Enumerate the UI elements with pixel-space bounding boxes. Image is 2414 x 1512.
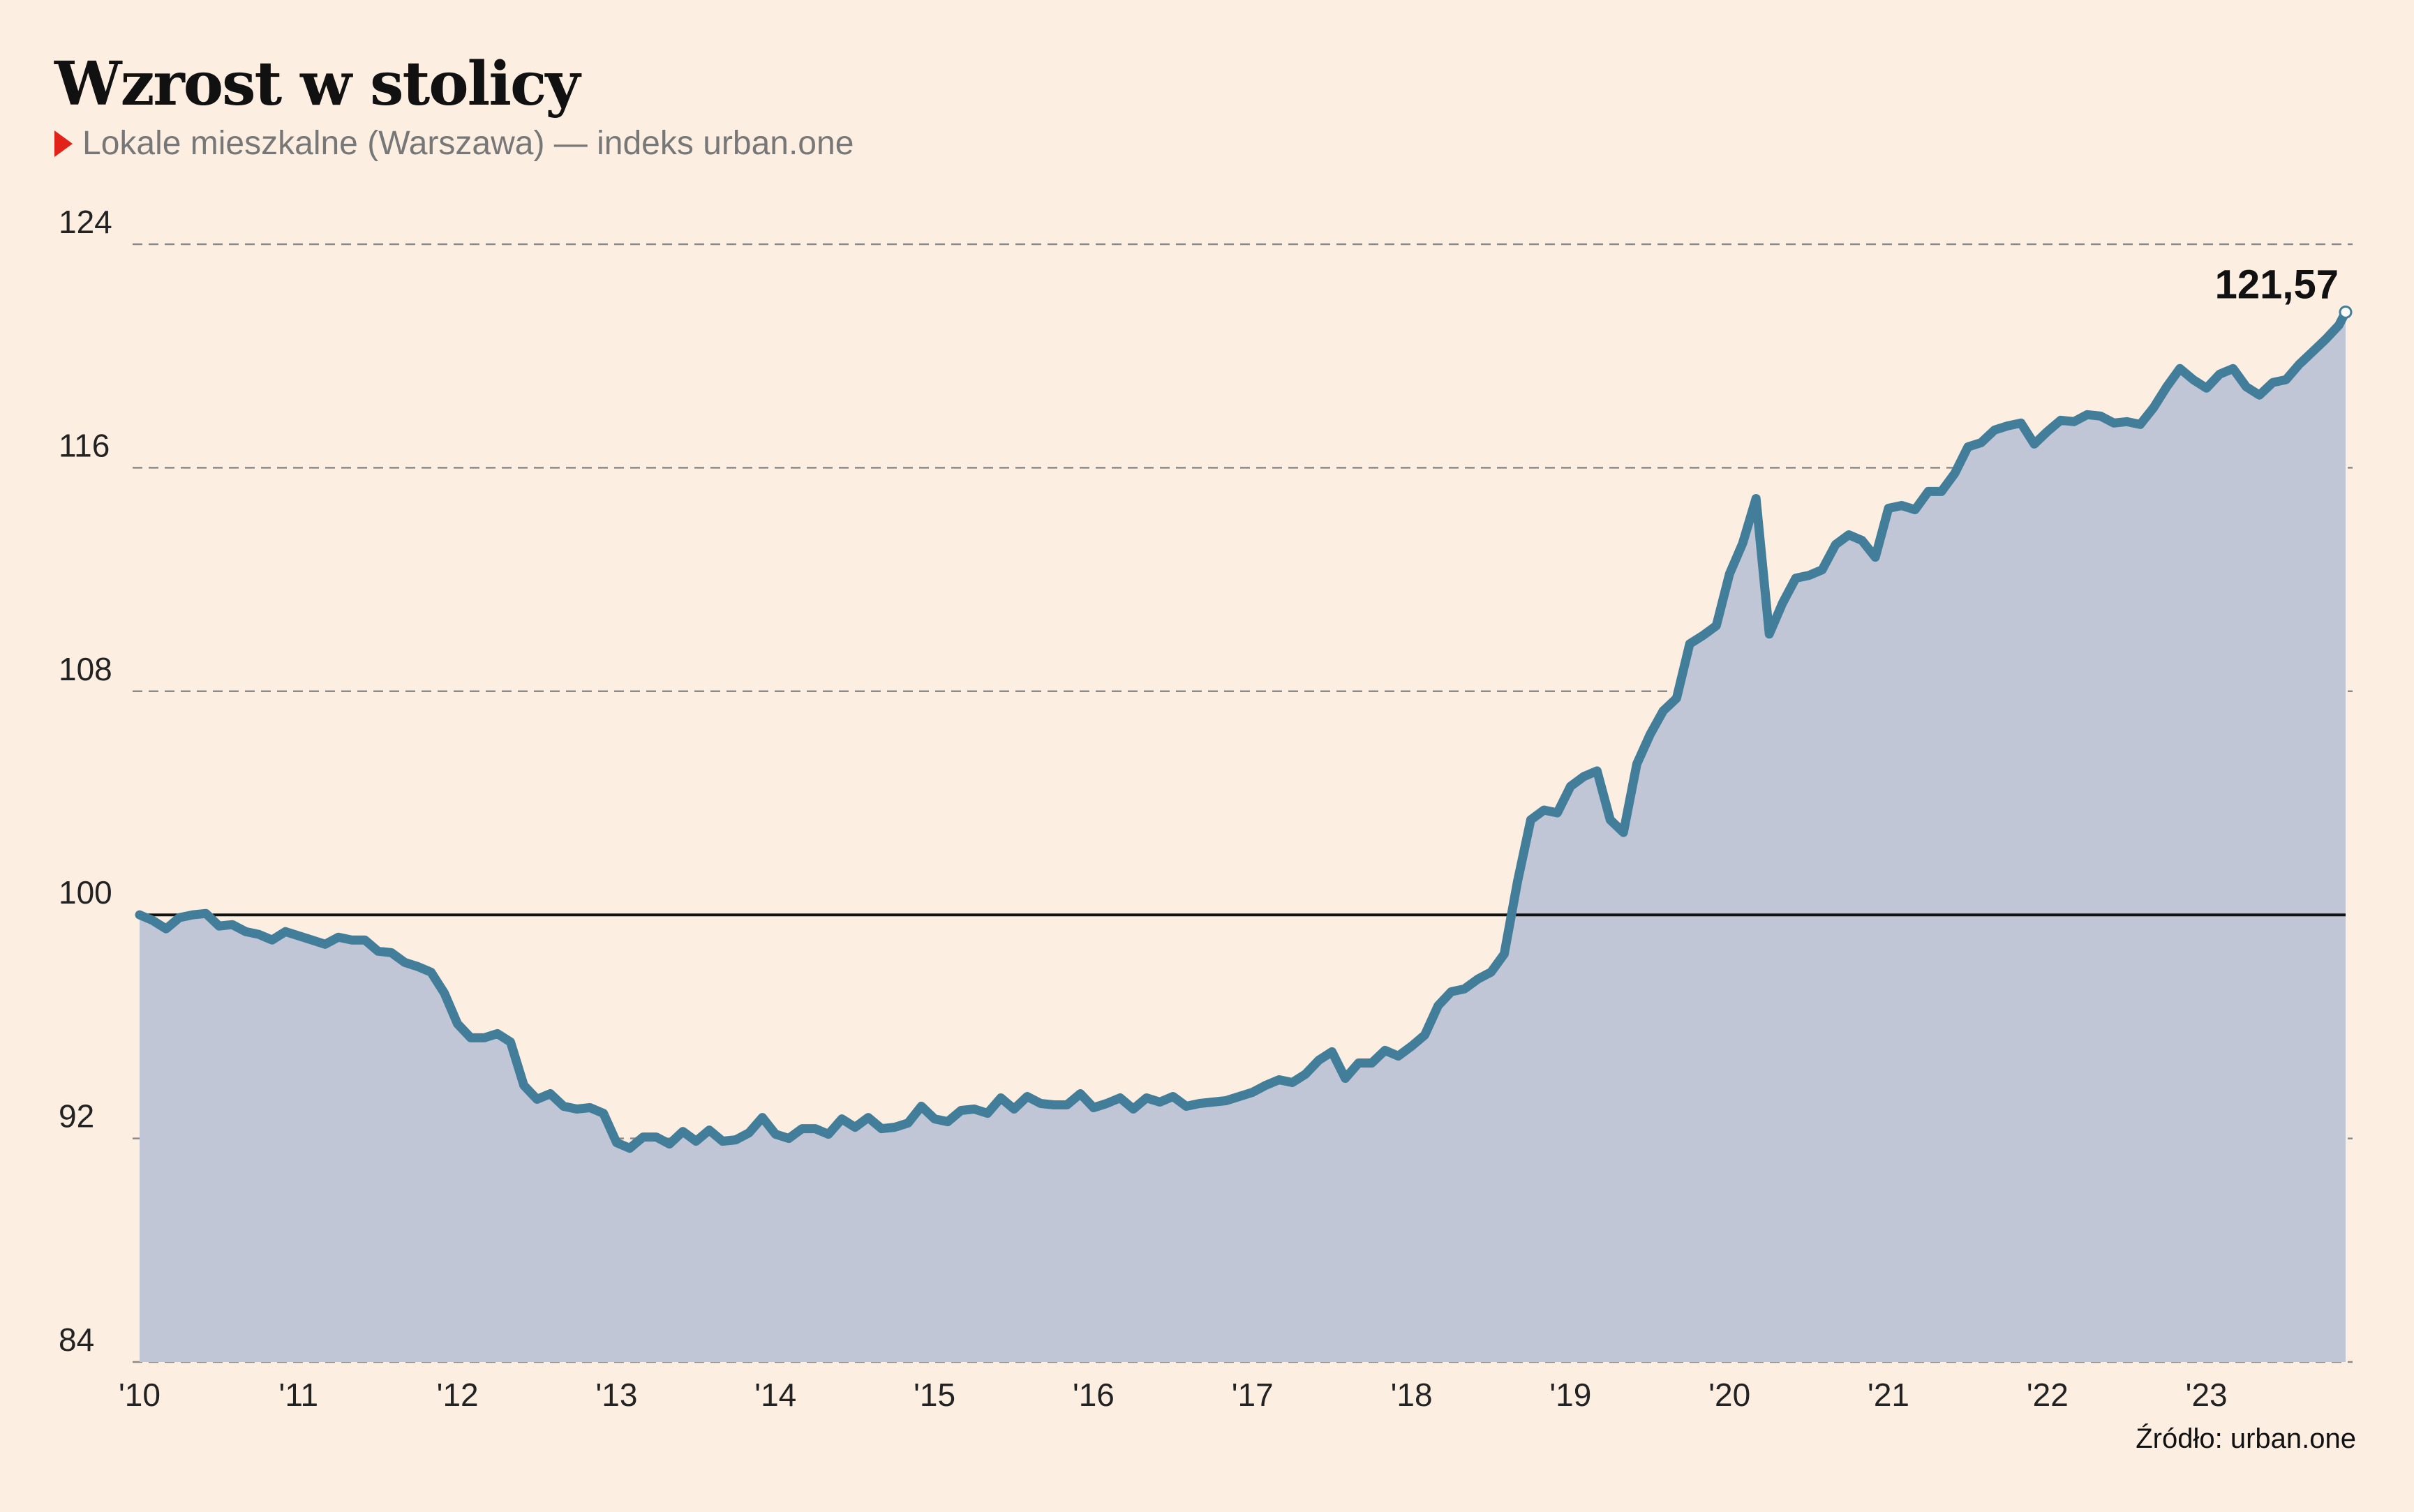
chart-subtitle-text: Lokale mieszkalne (Warszawa) — indeks ur… xyxy=(82,125,854,162)
red-triangle-icon xyxy=(54,130,73,157)
y-tick-label: 116 xyxy=(59,427,110,463)
x-tick-label: '18 xyxy=(1391,1377,1433,1413)
x-tick-label: '13 xyxy=(595,1377,637,1413)
x-tick-label: '19 xyxy=(1549,1377,1591,1413)
x-tick-label: '15 xyxy=(914,1377,955,1413)
y-tick-label: 84 xyxy=(59,1322,94,1358)
x-tick-label: '14 xyxy=(754,1377,796,1413)
y-tick-label: 92 xyxy=(59,1098,94,1135)
x-tick-label: '11 xyxy=(279,1377,319,1413)
x-tick-label: '21 xyxy=(1868,1377,1909,1413)
chart-title: Wzrost w stolicy xyxy=(54,49,580,119)
x-tick-label: '22 xyxy=(2027,1377,2069,1413)
end-point-marker xyxy=(2339,305,2353,319)
x-tick-label: '23 xyxy=(2186,1377,2228,1413)
series-line xyxy=(135,307,2350,1153)
x-tick-label: '20 xyxy=(1708,1377,1750,1413)
x-tick-label: '10 xyxy=(119,1377,161,1413)
y-tick-label: 100 xyxy=(59,874,112,911)
x-tick-label: '17 xyxy=(1232,1377,1274,1413)
area-fill xyxy=(140,312,2346,1362)
x-tick-label: '12 xyxy=(437,1377,479,1413)
chart-subtitle: Lokale mieszkalne (Warszawa) — indeks ur… xyxy=(54,124,854,163)
y-tick-label: 108 xyxy=(59,651,112,687)
end-value-label: 121,57 xyxy=(2215,262,2339,307)
source-note: Źródło: urban.one xyxy=(2136,1423,2356,1454)
x-tick-label: '16 xyxy=(1073,1377,1115,1413)
y-tick-label: 124 xyxy=(59,204,112,240)
